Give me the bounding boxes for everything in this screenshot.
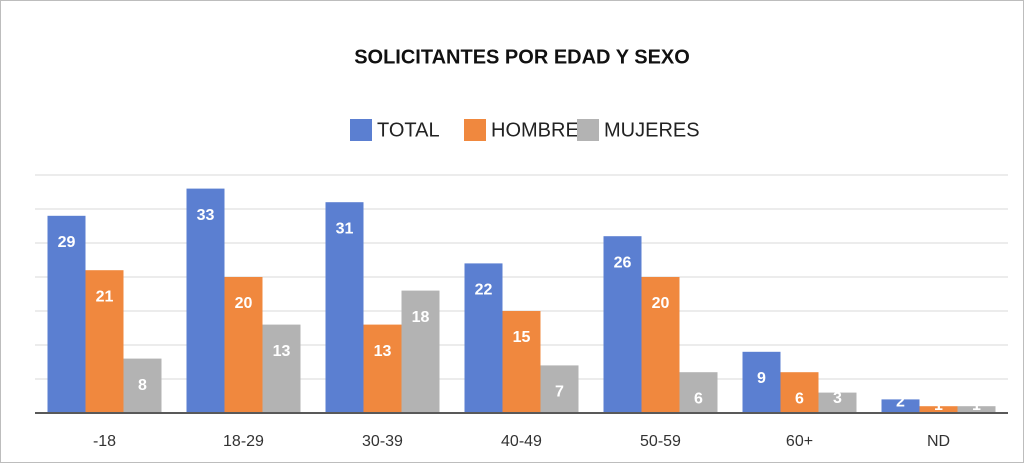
data-label: 8 bbox=[138, 377, 147, 394]
bar bbox=[919, 406, 958, 413]
x-tick-label: 30-39 bbox=[362, 433, 403, 450]
legend-swatch bbox=[350, 119, 372, 141]
data-label: 15 bbox=[513, 329, 531, 346]
x-tick-label: 40-49 bbox=[501, 433, 542, 450]
bar bbox=[186, 188, 225, 413]
data-label: 7 bbox=[555, 384, 564, 401]
legend-swatch bbox=[464, 119, 486, 141]
x-tick-label: 50-59 bbox=[640, 433, 681, 450]
data-label: 9 bbox=[757, 370, 766, 387]
bar bbox=[818, 392, 857, 413]
data-label: 1 bbox=[972, 397, 981, 414]
bar bbox=[363, 324, 402, 413]
bar bbox=[262, 324, 301, 413]
bar bbox=[464, 263, 503, 413]
bar bbox=[780, 372, 819, 413]
legend-label: HOMBRE bbox=[491, 119, 579, 141]
legend-label: MUJERES bbox=[604, 119, 700, 141]
bar bbox=[123, 358, 162, 413]
bar bbox=[603, 236, 642, 413]
data-label: 1 bbox=[934, 397, 943, 414]
bar bbox=[881, 399, 920, 413]
bar bbox=[224, 277, 263, 413]
data-label: 20 bbox=[652, 295, 670, 312]
data-label: 26 bbox=[614, 254, 632, 271]
bar bbox=[325, 202, 364, 413]
x-tick-label: ND bbox=[927, 433, 950, 450]
chart-title: SOLICITANTES POR EDAD Y SEXO bbox=[354, 46, 690, 68]
bar bbox=[85, 270, 124, 413]
data-label: 33 bbox=[197, 207, 215, 224]
legend-label: TOTAL bbox=[377, 119, 440, 141]
x-tick-label: 60+ bbox=[786, 433, 813, 450]
bar bbox=[641, 277, 680, 413]
legend-swatch bbox=[577, 119, 599, 141]
data-label: 21 bbox=[96, 288, 114, 305]
data-label: 2 bbox=[896, 393, 905, 410]
data-label: 6 bbox=[795, 390, 804, 407]
data-label: 13 bbox=[273, 343, 291, 360]
bar bbox=[742, 351, 781, 413]
data-label: 29 bbox=[58, 234, 76, 251]
bar bbox=[401, 290, 440, 413]
data-label: 20 bbox=[235, 295, 253, 312]
bar bbox=[47, 215, 86, 413]
data-label: 13 bbox=[374, 343, 392, 360]
x-tick-label: 18-29 bbox=[223, 433, 264, 450]
x-tick-label: -18 bbox=[93, 433, 116, 450]
data-label: 22 bbox=[475, 282, 493, 299]
data-label: 31 bbox=[336, 220, 354, 237]
bar bbox=[540, 365, 579, 413]
bar bbox=[679, 372, 718, 413]
bar bbox=[957, 406, 996, 413]
data-label: 6 bbox=[694, 390, 703, 407]
bar bbox=[502, 311, 541, 413]
data-label: 18 bbox=[412, 309, 430, 326]
data-label: 3 bbox=[833, 390, 842, 407]
